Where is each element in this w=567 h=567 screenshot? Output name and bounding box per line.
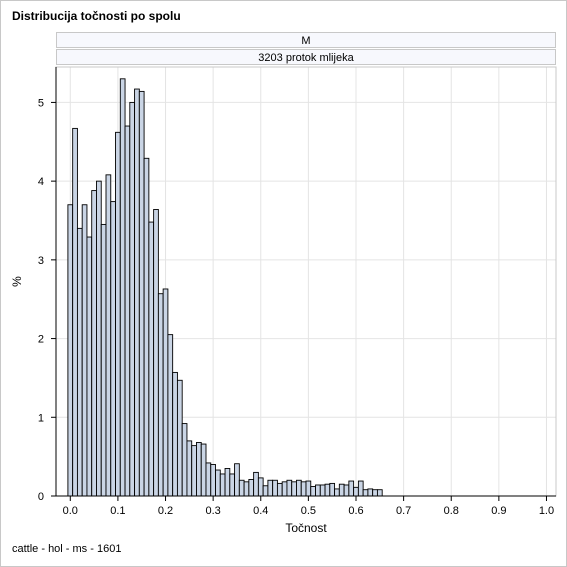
histogram-bar bbox=[286, 479, 293, 497]
histogram-bar bbox=[115, 131, 121, 497]
histogram-bar bbox=[257, 477, 264, 497]
x-tick-label: 0.4 bbox=[253, 505, 268, 517]
histogram-bar bbox=[348, 480, 355, 497]
histogram-bar bbox=[238, 479, 245, 497]
footnote: cattle - hol - ms - 1601 bbox=[12, 543, 122, 555]
y-tick-label: 0 bbox=[38, 491, 44, 503]
histogram-bar bbox=[105, 174, 112, 497]
histogram-bar bbox=[362, 489, 369, 497]
histogram-bar bbox=[72, 127, 78, 497]
histogram-bar bbox=[157, 293, 164, 497]
histogram-bar bbox=[267, 479, 274, 497]
histogram-bar bbox=[219, 473, 226, 497]
x-tick-label: 0.1 bbox=[110, 505, 125, 517]
histogram-bar bbox=[176, 379, 183, 497]
histogram-bar bbox=[124, 125, 131, 497]
histogram-bar bbox=[129, 101, 136, 497]
histogram-bar bbox=[296, 479, 302, 497]
histogram-bar bbox=[262, 485, 269, 497]
histogram-bar bbox=[181, 423, 188, 497]
histogram-bar bbox=[243, 481, 250, 497]
histogram-bar bbox=[96, 180, 102, 497]
histogram-bar bbox=[76, 227, 83, 497]
axes: 0.0 0.1 0.2 0.3 0.4 0.5 0.6 0.7 0.8 0.9 1.0 0 1 2 3 4 5 bbox=[38, 67, 556, 517]
y-tick-label: 3 bbox=[38, 255, 44, 267]
y-tick-label: 4 bbox=[38, 176, 44, 188]
histogram-bar bbox=[300, 481, 307, 497]
histogram-bar bbox=[305, 480, 312, 497]
histogram-bar bbox=[100, 223, 107, 497]
histogram-bar bbox=[143, 157, 150, 497]
histogram-bar bbox=[167, 334, 174, 497]
histogram-bar bbox=[253, 471, 259, 497]
histogram-bar bbox=[329, 482, 336, 497]
histogram-bar bbox=[119, 78, 126, 497]
histogram-bar bbox=[91, 190, 97, 497]
histogram-bar bbox=[224, 468, 231, 497]
histogram-bar bbox=[153, 209, 159, 497]
x-tick-label: 0.0 bbox=[63, 505, 78, 517]
x-tick-label: 0.7 bbox=[396, 505, 411, 517]
histogram-bar bbox=[200, 443, 207, 497]
histogram-bar bbox=[191, 445, 197, 497]
histogram-bar bbox=[357, 480, 364, 497]
histogram-bar bbox=[324, 483, 331, 497]
histogram-bar bbox=[229, 473, 236, 497]
x-tick-label: 0.3 bbox=[205, 505, 220, 517]
histogram-bar bbox=[172, 371, 178, 497]
y-tick-label: 1 bbox=[38, 412, 44, 424]
histogram-bar bbox=[291, 481, 297, 497]
x-axis-label: Točnost bbox=[285, 521, 327, 535]
histogram-bar bbox=[272, 479, 278, 497]
histogram-bar bbox=[67, 204, 74, 497]
x-tick-label: 0.8 bbox=[444, 505, 459, 517]
histogram-bar bbox=[210, 464, 216, 497]
histogram-bar bbox=[338, 483, 345, 497]
y-tick-label: 5 bbox=[38, 97, 44, 109]
histogram-bar bbox=[215, 469, 221, 497]
histogram-bar bbox=[86, 236, 93, 497]
histogram-bar bbox=[319, 484, 326, 497]
histogram-bar bbox=[315, 484, 321, 497]
histogram-bar bbox=[134, 88, 140, 497]
chart-title: Distribucija točnosti po spolu bbox=[12, 9, 181, 23]
histogram-bar bbox=[205, 462, 212, 497]
histogram-bar bbox=[234, 463, 240, 497]
histogram-bar bbox=[162, 288, 169, 497]
histogram-bar bbox=[334, 488, 340, 497]
histogram-bar bbox=[376, 489, 383, 497]
panel-header-sex: M bbox=[56, 32, 556, 48]
histogram-bar bbox=[110, 201, 116, 497]
x-tick-label: 0.2 bbox=[158, 505, 173, 517]
histogram-bar bbox=[310, 486, 316, 497]
histogram-bar bbox=[343, 484, 350, 497]
y-tick-label: 2 bbox=[38, 334, 44, 346]
histogram-bar bbox=[353, 486, 359, 497]
histogram-bar bbox=[248, 479, 255, 497]
histogram-bars bbox=[67, 78, 383, 497]
histogram-bar bbox=[281, 481, 288, 497]
histogram-bar bbox=[81, 204, 88, 497]
x-tick-label: 0.6 bbox=[348, 505, 363, 517]
x-tick-label: 0.5 bbox=[301, 505, 316, 517]
x-tick-label: 0.9 bbox=[491, 505, 506, 517]
histogram-bar bbox=[196, 442, 202, 497]
x-tick-label: 1.0 bbox=[539, 505, 554, 517]
histogram-bar bbox=[148, 221, 155, 497]
y-axis-label: % bbox=[10, 276, 24, 287]
histogram-bar bbox=[372, 489, 378, 497]
histogram-bar bbox=[276, 482, 283, 497]
histogram-bar bbox=[367, 488, 374, 497]
histogram-bar bbox=[138, 90, 145, 497]
panel-header-trait: 3203 protok mlijeka bbox=[56, 49, 556, 65]
histogram-bar bbox=[186, 440, 193, 497]
